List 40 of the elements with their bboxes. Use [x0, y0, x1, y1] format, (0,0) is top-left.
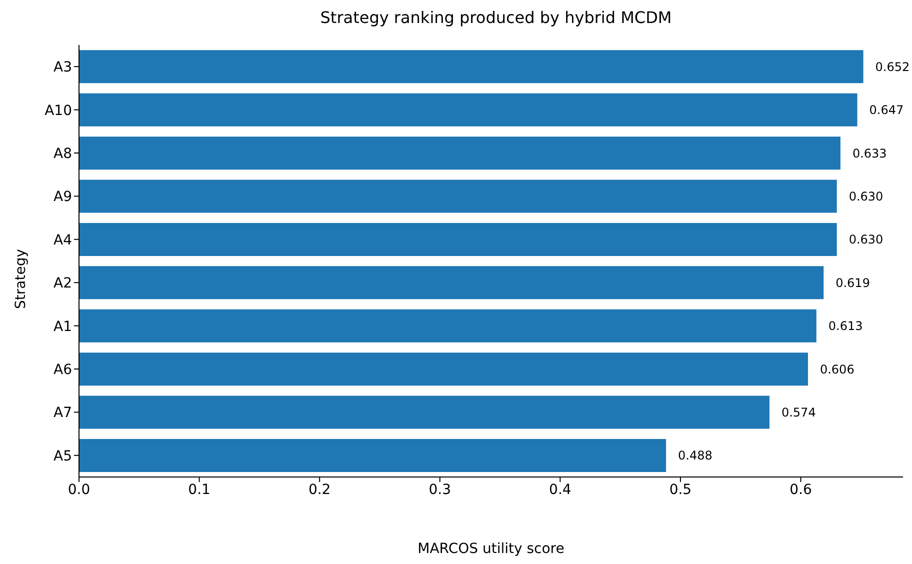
bar	[79, 180, 837, 213]
x-tick-label: 0.6	[790, 482, 812, 498]
y-tick-label: A5	[54, 448, 72, 464]
bar	[79, 396, 770, 429]
y-tick-label: A6	[54, 362, 72, 378]
x-tick-label: 0.1	[188, 482, 210, 498]
bar	[79, 93, 858, 126]
y-tick-label: A10	[44, 102, 72, 119]
y-tick-label: A7	[54, 405, 72, 422]
y-tick-label: A4	[54, 232, 72, 248]
data-label: 0.630	[848, 190, 884, 204]
x-tick-label: 0.2	[308, 482, 331, 498]
bar	[79, 136, 840, 170]
data-label: 0.633	[852, 146, 887, 160]
bar	[79, 222, 837, 256]
x-tick-label: 0.4	[549, 482, 572, 498]
y-tick-label: A2	[54, 276, 72, 292]
data-label: 0.613	[828, 319, 863, 334]
y-tick-label: A9	[54, 189, 72, 206]
bar	[79, 438, 666, 472]
data-label: 0.619	[836, 276, 870, 290]
bar	[79, 266, 824, 300]
x-axis-title: MARCOS utility score	[416, 541, 566, 557]
bar	[79, 309, 816, 342]
data-label: 0.652	[875, 60, 910, 74]
bar	[79, 352, 808, 386]
y-tick-label: A8	[54, 146, 72, 162]
x-tick-label: 0.0	[68, 482, 90, 498]
data-label: 0.574	[781, 406, 816, 420]
x-tick-label: 0.5	[669, 482, 692, 498]
chart-title: Strategy ranking produced by hybrid MCDM	[319, 8, 673, 27]
data-label: 0.630	[848, 232, 884, 247]
data-label: 0.488	[678, 448, 712, 463]
data-label: 0.606	[820, 362, 854, 376]
y-tick-label: A3	[54, 60, 72, 76]
y-tick-label: A1	[54, 318, 72, 335]
data-label: 0.647	[869, 103, 904, 118]
x-tick-label: 0.3	[428, 482, 452, 498]
bar	[79, 50, 864, 84]
y-axis-title: Strategy	[13, 249, 29, 309]
